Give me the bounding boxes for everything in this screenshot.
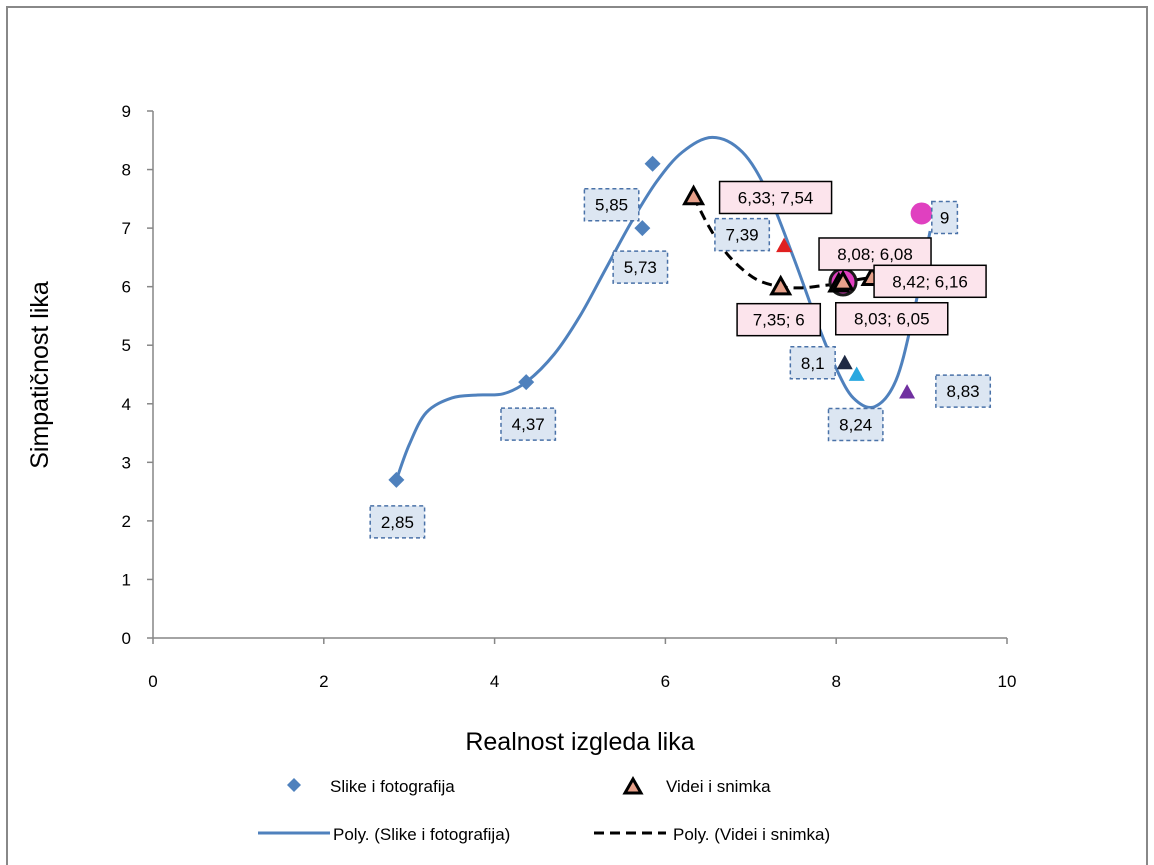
data-label-slike-text: 5,85 bbox=[595, 196, 628, 215]
legend-label-videi: Videi i snimka bbox=[666, 777, 771, 796]
data-label-videi: 7,35; 6 bbox=[736, 302, 822, 337]
data-label-videi: 8,42; 6,16 bbox=[873, 264, 987, 299]
data-labels: 2,85 4,37 5,73 5,85 6,33; 7,54 7,35; 6 8,03; 6… bbox=[369, 180, 992, 539]
y-tick-label: 8 bbox=[122, 161, 131, 180]
data-label-other: 7,39 bbox=[714, 217, 771, 252]
data-label-slike-text: 2,85 bbox=[381, 513, 414, 532]
data-label-other-text: 9 bbox=[940, 208, 949, 227]
data-label-videi: 6,33; 7,54 bbox=[718, 180, 833, 215]
data-label-slike: 2,85 bbox=[369, 505, 426, 539]
axes bbox=[152, 111, 1007, 639]
point-other-triangle bbox=[848, 366, 865, 381]
y-tick-label: 2 bbox=[122, 512, 131, 531]
data-label-other-box bbox=[931, 200, 959, 235]
data-label-other: 9 bbox=[931, 200, 959, 235]
legend-item-videi: Videi i snimka bbox=[622, 775, 771, 796]
x-tick-label: 0 bbox=[148, 672, 157, 691]
legend-item-poly-slike: Poly. (Slike i fotografija) bbox=[258, 825, 510, 844]
y-tick-label: 4 bbox=[122, 395, 131, 414]
x-axis-ticks: 0 2 4 6 8 10 bbox=[148, 638, 1016, 691]
data-label-videi-text: 8,03; 6,05 bbox=[854, 310, 930, 329]
point-slike bbox=[634, 220, 651, 237]
chart-border bbox=[6, 6, 1148, 865]
point-videi bbox=[682, 184, 706, 206]
legend-label-slike: Slike i fotografija bbox=[330, 777, 455, 796]
point-videi bbox=[831, 269, 855, 291]
y-tick-label: 1 bbox=[122, 570, 131, 589]
legend-triangle-marker bbox=[622, 775, 644, 795]
data-label-other-text: 8,1 bbox=[801, 354, 825, 373]
data-label-videi-box bbox=[718, 180, 833, 215]
point-slike bbox=[644, 155, 661, 172]
data-label-other-box bbox=[935, 374, 992, 408]
data-label-other-box bbox=[714, 217, 771, 252]
data-label-videi-text: 8,08; 6,08 bbox=[837, 245, 913, 264]
data-label-slike: 5,85 bbox=[583, 187, 640, 222]
legend-label-poly-slike: Poly. (Slike i fotografija) bbox=[333, 825, 510, 844]
point-slike bbox=[388, 471, 405, 488]
legend-item-poly-videi: Poly. (Videi i snimka) bbox=[594, 825, 830, 844]
data-label-other: 8,1 bbox=[789, 346, 836, 380]
point-slike bbox=[518, 374, 535, 391]
y-tick-label: 9 bbox=[122, 102, 131, 121]
data-label-videi-text: 8,42; 6,16 bbox=[892, 272, 968, 291]
data-label-other-box bbox=[827, 407, 884, 442]
x-tick-label: 6 bbox=[661, 672, 670, 691]
legend-item-slike: Slike i fotografija bbox=[287, 777, 455, 796]
y-axis-ticks: 0 1 2 3 4 5 6 7 8 9 bbox=[122, 102, 153, 648]
legend-diamond-marker bbox=[287, 778, 301, 792]
data-label-other: 8,24 bbox=[827, 407, 884, 442]
data-label-slike-box bbox=[612, 250, 669, 284]
y-tick-label: 0 bbox=[122, 629, 131, 648]
data-label-videi-text: 7,35; 6 bbox=[753, 311, 805, 330]
data-label-other-text: 8,24 bbox=[839, 416, 872, 435]
data-label-slike-box bbox=[369, 505, 426, 539]
y-tick-label: 5 bbox=[122, 336, 131, 355]
data-label-other-text: 8,83 bbox=[947, 382, 980, 401]
data-label-slike: 4,37 bbox=[500, 407, 557, 441]
data-label-videi-box bbox=[835, 301, 949, 336]
point-other-triangle bbox=[776, 237, 793, 253]
y-tick-label: 3 bbox=[122, 453, 131, 472]
data-label-other-box bbox=[789, 346, 836, 380]
x-tick-label: 10 bbox=[998, 672, 1017, 691]
data-label-videi: 8,03; 6,05 bbox=[835, 301, 949, 336]
point-videi bbox=[769, 274, 793, 296]
legend-label-poly-videi: Poly. (Videi i snimka) bbox=[673, 825, 830, 844]
data-label-slike-text: 4,37 bbox=[512, 415, 545, 434]
y-axis-title: Simpatičnost lika bbox=[26, 281, 54, 469]
trendline-slike bbox=[394, 135, 932, 481]
data-label-slike-box bbox=[500, 407, 557, 441]
point-other-circle bbox=[910, 202, 933, 225]
x-tick-label: 4 bbox=[490, 672, 499, 691]
data-label-slike: 5,73 bbox=[612, 250, 669, 284]
y-tick-label: 7 bbox=[122, 219, 131, 238]
point-other-triangle bbox=[899, 384, 916, 399]
data-label-other-text: 7,39 bbox=[726, 226, 759, 245]
data-label-other: 8,83 bbox=[935, 374, 992, 408]
y-tick-label: 6 bbox=[122, 278, 131, 297]
x-axis-title: Realnost izgleda lika bbox=[465, 728, 694, 756]
data-label-slike-text: 5,73 bbox=[624, 258, 657, 277]
data-label-videi-box bbox=[873, 264, 987, 299]
x-tick-label: 8 bbox=[831, 672, 840, 691]
data-label-videi-text: 6,33; 7,54 bbox=[738, 188, 814, 207]
data-label-videi-box bbox=[736, 302, 822, 337]
data-label-slike-box bbox=[583, 187, 640, 222]
point-other-triangle bbox=[836, 354, 853, 370]
x-tick-label: 2 bbox=[319, 672, 328, 691]
legend: Slike i fotografija Videi i snimka Poly.… bbox=[258, 775, 830, 844]
